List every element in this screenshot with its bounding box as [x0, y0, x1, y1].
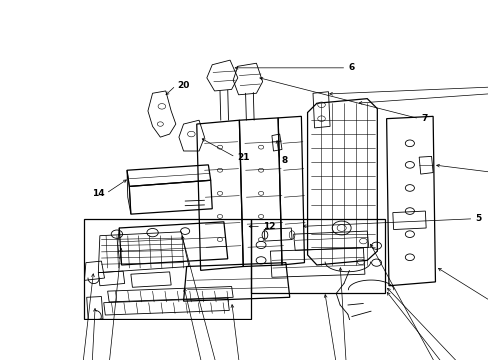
Bar — [84, 219, 250, 319]
Text: 12: 12 — [263, 222, 275, 231]
Bar — [250, 219, 384, 293]
Text: 7: 7 — [420, 114, 427, 123]
Text: 8: 8 — [281, 156, 287, 165]
Text: 20: 20 — [177, 81, 190, 90]
Text: 14: 14 — [91, 189, 104, 198]
Text: 6: 6 — [347, 63, 354, 72]
Text: 21: 21 — [237, 153, 249, 162]
Text: 5: 5 — [474, 214, 481, 223]
